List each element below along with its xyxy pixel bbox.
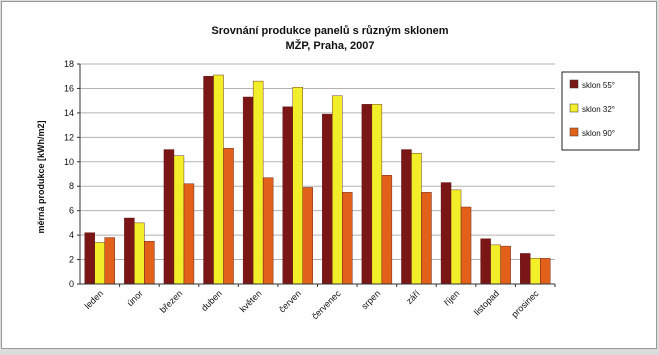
bar-1-11 (480, 238, 491, 285)
legend-label: sklon 55° (582, 81, 615, 90)
x-tick-label: březen (158, 288, 185, 315)
bar-3-12 (540, 258, 551, 285)
y-axis-label: měrná produkce [kWh/m2] (36, 120, 46, 233)
bar-2-11 (490, 244, 501, 285)
x-tick-label: duben (199, 288, 224, 313)
y-tick-label: 8 (69, 181, 74, 191)
gridlines (80, 63, 555, 261)
chart-subtitle: MŽP, Praha, 2007 (285, 39, 374, 52)
x-tick-label: září (404, 288, 422, 306)
y-tick-label: 2 (69, 255, 74, 265)
bar-1-5 (242, 96, 254, 285)
legend-swatch (569, 127, 579, 137)
bar-3-3 (183, 183, 195, 285)
bar-chart: Srovnání produkce panelů s různým sklone… (36, 25, 640, 321)
chart-frame: Srovnání produkce panelů s různým sklone… (1, 1, 657, 349)
bar-1-9 (401, 149, 412, 285)
bar-3-7 (342, 192, 353, 285)
y-tick-label: 10 (64, 157, 74, 167)
y-tick-label: 12 (64, 132, 74, 142)
legend-label: sklon 32° (582, 105, 615, 114)
bar-3-9 (421, 192, 432, 285)
x-tick-labels: leden únor březen duben květen červen červenec… (83, 288, 541, 321)
bar-2-8 (371, 104, 383, 285)
x-tick-label: listopad (472, 288, 501, 317)
bar-2-9 (411, 153, 422, 285)
chart-title: Srovnání produkce panelů s různým sklone… (211, 25, 448, 37)
bar-2-3 (173, 155, 185, 285)
bar-1-10 (440, 182, 452, 285)
bar-2-7 (332, 95, 343, 285)
bar-3-10 (460, 206, 472, 285)
x-tick-label: červenec (310, 288, 343, 321)
bar-1-2 (124, 217, 135, 285)
x-tick-label: červen (277, 288, 303, 314)
y-tick-label: 14 (64, 108, 74, 118)
bars-group (84, 74, 551, 285)
bar-3-1 (104, 237, 115, 285)
x-tick-label: říjen (442, 288, 461, 307)
x-tick-label: květen (238, 288, 264, 314)
bar-1-3 (163, 149, 175, 285)
y-tick-labels: 0 2 4 6 8 10 12 14 16 18 (64, 59, 74, 289)
bar-1-1 (84, 232, 95, 285)
y-tick-label: 4 (69, 230, 74, 240)
legend-label: sklon 90° (582, 129, 615, 138)
bar-3-11 (500, 245, 511, 285)
legend-swatch (569, 103, 579, 113)
bar-1-4 (203, 76, 214, 285)
legend-swatch (569, 79, 579, 89)
bar-1-8 (361, 104, 373, 285)
y-tick-label: 16 (64, 83, 74, 93)
y-tick-label: 0 (69, 279, 74, 289)
axes (77, 63, 556, 287)
bar-2-12 (530, 258, 541, 285)
bar-3-2 (144, 241, 155, 285)
x-tick-label: srpen (359, 288, 382, 311)
bar-2-10 (450, 189, 462, 285)
bar-2-5 (252, 80, 264, 285)
bar-1-12 (520, 253, 531, 285)
bar-2-6 (292, 87, 303, 285)
bar-1-7 (322, 113, 333, 285)
y-tick-label: 18 (64, 59, 74, 69)
bar-3-4 (223, 148, 234, 285)
bar-2-4 (213, 74, 224, 285)
x-tick-label: leden (83, 288, 106, 311)
bar-2-1 (94, 242, 105, 285)
bar-2-2 (134, 222, 145, 285)
bar-1-6 (282, 106, 293, 285)
x-tick-label: únor (125, 288, 145, 308)
y-tick-label: 6 (69, 206, 74, 216)
bar-3-8 (381, 175, 393, 285)
legend: sklon 55° sklon 32° sklon 90° (561, 71, 640, 151)
x-tick-label: prosinec (509, 288, 540, 319)
bar-3-6 (302, 187, 313, 285)
bar-3-5 (262, 177, 274, 285)
